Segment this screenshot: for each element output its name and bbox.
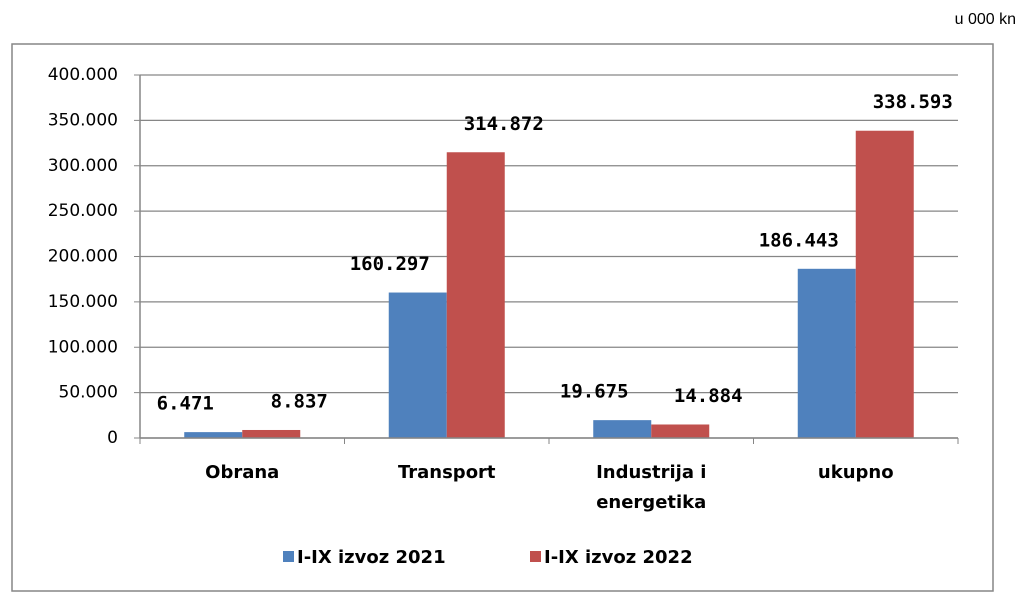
data-label: 160.297 [350, 253, 430, 275]
y-tick-label: 400.000 [48, 65, 118, 85]
bar [651, 424, 710, 438]
bar [446, 152, 505, 438]
y-tick-label: 350.000 [48, 110, 118, 130]
y-tick-label: 300.000 [48, 156, 118, 176]
x-tick-label: ukupno [817, 462, 894, 483]
data-label: 6.471 [157, 393, 214, 415]
y-tick-label: 150.000 [48, 292, 118, 312]
bar [797, 268, 856, 438]
data-label: 186.443 [759, 229, 839, 251]
data-label: 8.837 [271, 390, 328, 412]
data-label: 338.593 [873, 91, 953, 113]
bar [593, 420, 652, 438]
x-tick-label: Industrija i energetika [596, 462, 707, 513]
y-tick-label: 200.000 [48, 247, 118, 267]
bar [855, 130, 914, 438]
legend-label: I-IX izvoz 2021 [297, 547, 446, 568]
y-tick-label: 250.000 [48, 201, 118, 221]
bar [242, 429, 301, 438]
data-label: 19.675 [560, 381, 629, 403]
data-label: 314.872 [464, 113, 544, 135]
x-tick-label: Transport [397, 462, 496, 483]
y-tick-label: 100.000 [48, 337, 118, 357]
y-tick-label: 0 [107, 428, 118, 448]
data-label: 14.884 [674, 385, 743, 407]
bar [184, 432, 243, 438]
bar [388, 292, 447, 438]
unit-note: u 000 kn [955, 11, 1016, 28]
y-tick-label: 50.000 [59, 383, 118, 403]
legend-swatch [283, 551, 294, 562]
legend-swatch [530, 551, 541, 562]
legend-label: I-IX izvoz 2022 [544, 547, 693, 568]
x-tick-label: Obrana [205, 462, 280, 483]
